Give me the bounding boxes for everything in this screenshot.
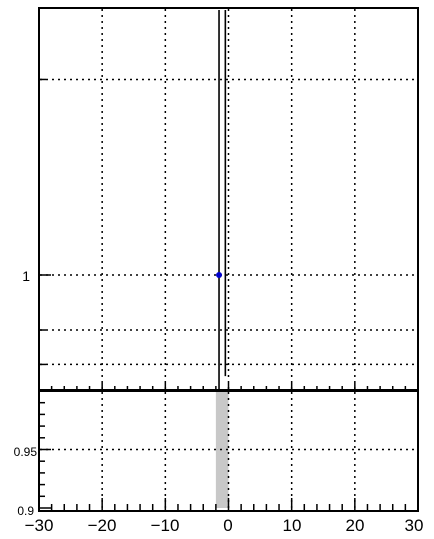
x-tick-label: −30 bbox=[25, 516, 54, 535]
upper-data-series bbox=[216, 10, 227, 389]
data-point bbox=[216, 272, 223, 278]
x-tick-label: 30 bbox=[405, 516, 424, 535]
upper-y-tick-label: 1 bbox=[22, 268, 30, 284]
lower-y-tick-label: 0.9 bbox=[17, 504, 34, 518]
x-tick-label: 0 bbox=[223, 516, 232, 535]
x-tick-label: −20 bbox=[88, 516, 117, 535]
x-tick-label: 20 bbox=[346, 516, 365, 535]
lower-panel: 0.95 0.9 −30 −20 −10 0 10 20 30 bbox=[14, 383, 424, 535]
x-tick-label: 10 bbox=[283, 516, 302, 535]
data-band bbox=[215, 391, 229, 508]
upper-y-axis bbox=[39, 78, 51, 366]
lower-grid bbox=[40, 392, 417, 510]
x-tick-label: −10 bbox=[151, 516, 180, 535]
lower-data-band bbox=[215, 391, 229, 508]
lower-axis-ticks bbox=[38, 383, 419, 510]
lower-y-tick-label: 0.95 bbox=[14, 445, 38, 459]
